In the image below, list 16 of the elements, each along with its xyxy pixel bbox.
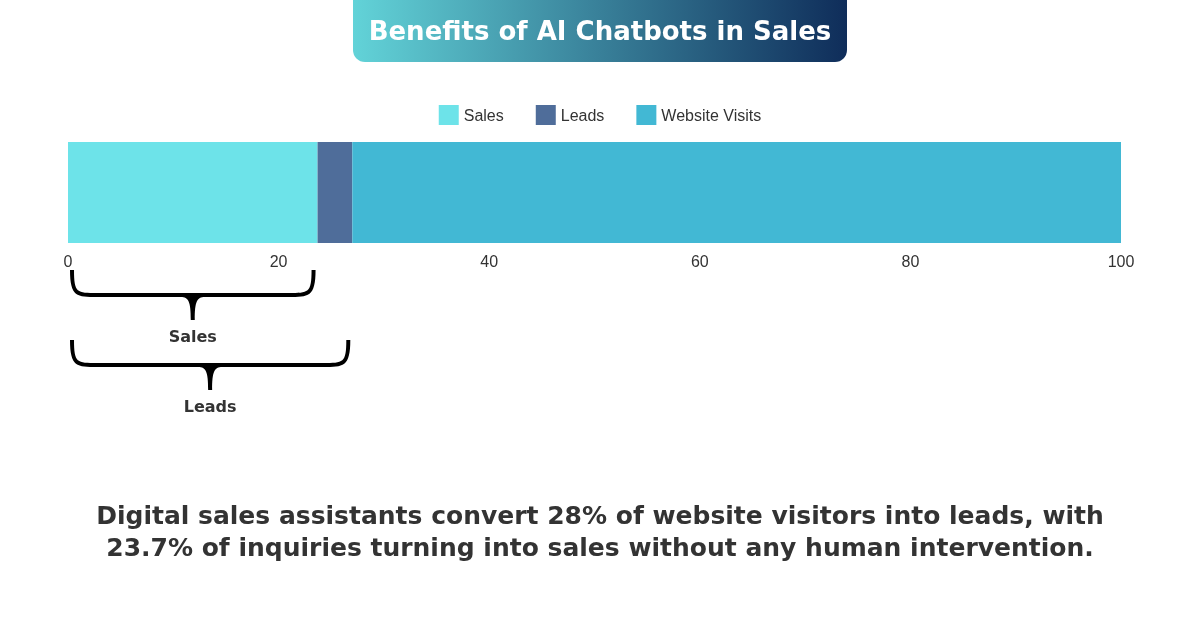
bar	[317, 142, 353, 243]
legend-label: Website Visits	[661, 106, 762, 124]
bar	[68, 142, 318, 243]
x-tick-label: 0	[63, 252, 73, 270]
x-tick-label: 100	[1107, 252, 1135, 270]
text: Leads	[183, 397, 237, 416]
text: Digital sales assistants convert 28% of website visitors into leads, with 23.7% of inquiries turning into sales without any human intervention.	[95, 500, 1105, 564]
x-tick-label: 60	[690, 252, 709, 270]
x-tick-label: 20	[269, 252, 288, 270]
chart-title: Benefits of AI Chatbots in Sales	[353, 0, 847, 62]
text: Sales	[168, 327, 217, 346]
x-tick-label: 80	[901, 252, 920, 270]
bar	[352, 142, 1121, 243]
x-tick-label: 40	[480, 252, 499, 270]
legend-label: Sales	[463, 106, 504, 124]
legend-label: Leads	[560, 106, 605, 124]
